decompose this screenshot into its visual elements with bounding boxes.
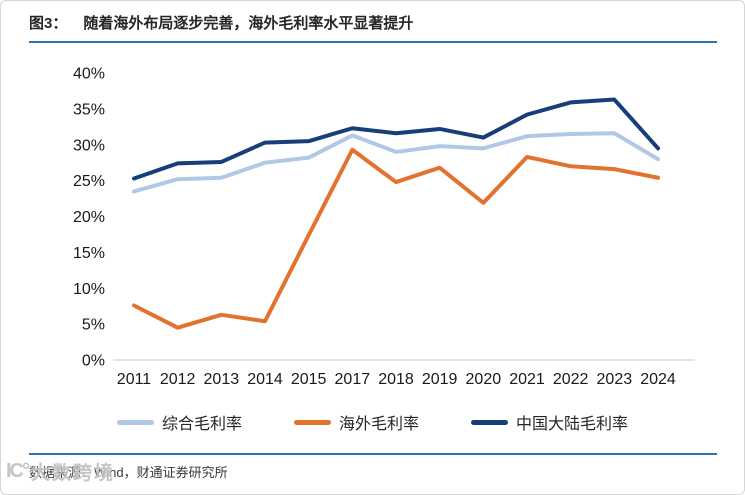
series-line-2: [132, 97, 660, 181]
chart-legend: 综合毛利率 海外毛利率 中国大陆毛利率: [1, 410, 744, 434]
legend-label: 中国大陆毛利率: [516, 416, 629, 433]
legend-item: 海外毛利率: [293, 410, 419, 434]
series-line-1: [132, 147, 660, 330]
y-tick-label: 5%: [82, 317, 105, 334]
x-tick-label: 2015: [291, 371, 327, 388]
x-tick-label: 2022: [553, 371, 589, 388]
y-tick-label: 35%: [73, 101, 105, 118]
legend-line-marker: [293, 419, 331, 425]
y-tick-label: 15%: [73, 245, 105, 262]
legend-item: 中国大陆毛利率: [471, 410, 628, 434]
y-tick-label: 20%: [73, 209, 105, 226]
legend-line-marker: [471, 419, 508, 425]
x-tick-label: 2017: [335, 371, 371, 388]
chart-area: 40% 35% 30% 25% 20% 15% 10% 5% 0% 2011 2012 2013 201…: [1, 47, 744, 399]
y-tick-label: 25%: [73, 173, 105, 190]
y-tick-label: 30%: [73, 137, 105, 154]
figure-number-label: 图3：: [29, 15, 68, 32]
legend-label: 海外毛利率: [338, 416, 419, 433]
x-tick-label: 2020: [466, 371, 502, 388]
legend-item: 综合毛利率: [116, 410, 242, 434]
legend-label: 综合毛利率: [161, 416, 242, 433]
y-tick-label: 40%: [73, 66, 105, 83]
x-tick-label: 2011: [117, 371, 152, 388]
y-tick-label: 10%: [73, 281, 105, 298]
watermark-logo-icon: IC°: [6, 460, 30, 482]
x-tick-label: 2014: [247, 371, 283, 388]
x-tick-label: 2019: [422, 371, 458, 388]
data-source-note: 数据来源：Wind，财通证券研究所: [29, 465, 228, 480]
x-tick-label: 2021: [509, 371, 545, 388]
x-tick-label: 2018: [378, 371, 414, 388]
title-divider-rule: [29, 41, 717, 43]
figure-title: 随着海外布局逐步完善，海外毛利率水平显著提升: [83, 15, 414, 32]
chart-svg: 40% 35% 30% 25% 20% 15% 10% 5% 0% 2011 2012 2013 201…: [73, 66, 695, 388]
x-tick-label: 2012: [160, 371, 196, 388]
figure-header: 图3： 随着海外布局逐步完善，海外毛利率水平显著提升: [29, 12, 716, 33]
footer-divider-rule: [29, 453, 717, 455]
y-tick-label: 0%: [82, 353, 105, 370]
legend-line-marker: [116, 419, 154, 425]
x-tick-label: 2024: [640, 371, 676, 388]
x-tick-label: 2023: [597, 371, 633, 388]
series-line-0: [132, 131, 660, 194]
x-tick-label: 2013: [204, 371, 240, 388]
